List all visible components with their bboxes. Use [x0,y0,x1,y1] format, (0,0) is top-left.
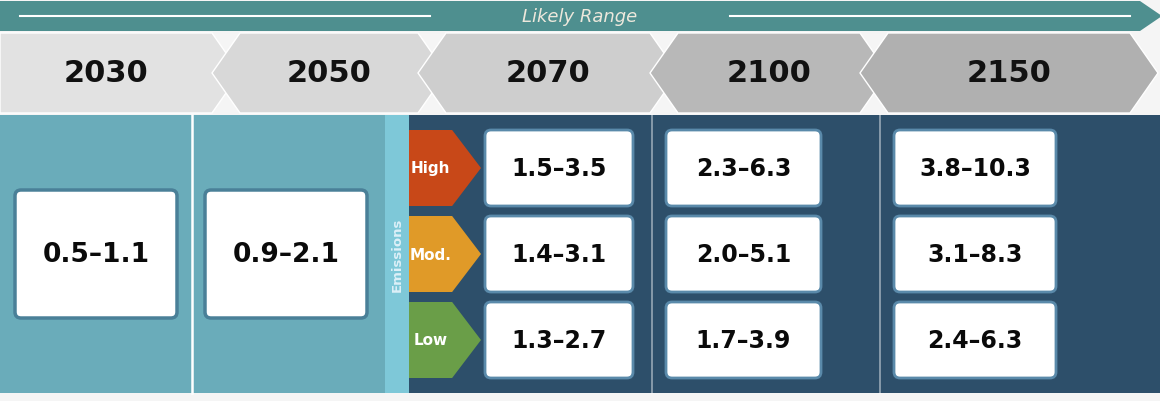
Polygon shape [409,302,481,378]
Text: 2100: 2100 [726,59,812,88]
FancyBboxPatch shape [15,190,177,318]
Text: 2150: 2150 [966,59,1051,88]
Polygon shape [0,34,240,114]
FancyBboxPatch shape [485,217,633,292]
Text: 2.0–5.1: 2.0–5.1 [696,242,791,266]
Text: Likely Range: Likely Range [522,8,638,26]
Bar [385,116,1160,393]
Polygon shape [409,131,481,207]
FancyBboxPatch shape [485,131,633,207]
FancyBboxPatch shape [205,190,367,318]
Text: 2030: 2030 [64,59,148,88]
Text: 0.5–1.1: 0.5–1.1 [43,241,150,267]
Text: 0.9–2.1: 0.9–2.1 [232,241,340,267]
Text: 1.4–3.1: 1.4–3.1 [512,242,607,266]
Polygon shape [860,34,1158,114]
Polygon shape [650,34,889,114]
Polygon shape [0,2,1160,32]
FancyBboxPatch shape [666,131,821,207]
FancyBboxPatch shape [485,302,633,378]
Bar [385,116,409,393]
Text: Mod.: Mod. [409,247,451,262]
FancyBboxPatch shape [666,302,821,378]
FancyBboxPatch shape [894,131,1056,207]
FancyBboxPatch shape [666,217,821,292]
Text: 2.4–6.3: 2.4–6.3 [927,328,1023,352]
FancyBboxPatch shape [894,302,1056,378]
Text: Low: Low [413,333,448,348]
Text: 3.1–8.3: 3.1–8.3 [927,242,1023,266]
Text: 1.5–3.5: 1.5–3.5 [512,157,607,180]
Polygon shape [418,34,677,114]
Text: High: High [411,161,450,176]
Text: 2070: 2070 [506,59,590,88]
Polygon shape [409,217,481,292]
Polygon shape [212,34,445,114]
Text: 1.7–3.9: 1.7–3.9 [696,328,791,352]
FancyBboxPatch shape [894,217,1056,292]
Text: Emissions: Emissions [391,217,404,292]
Text: 2.3–6.3: 2.3–6.3 [696,157,791,180]
Text: 3.8–10.3: 3.8–10.3 [919,157,1031,180]
Text: 1.3–2.7: 1.3–2.7 [512,328,607,352]
Bar [0,116,385,393]
Text: 2050: 2050 [287,59,371,88]
